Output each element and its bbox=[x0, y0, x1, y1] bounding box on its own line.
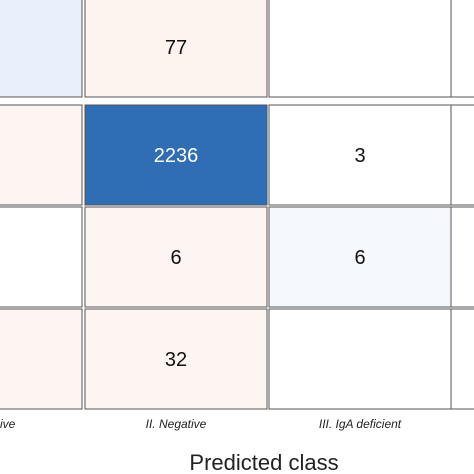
cell-value-r2-c2: 6 bbox=[354, 247, 365, 269]
matrix-cell-r2-c2 bbox=[268, 206, 452, 308]
matrix-cell-r2-c1 bbox=[84, 206, 268, 308]
matrix-cell-r3-c0 bbox=[0, 308, 83, 410]
matrix-cell-r1-c1 bbox=[84, 104, 268, 206]
matrix-cell-r0-c2 bbox=[268, 0, 452, 98]
cell-value-r0-c1: 77 bbox=[165, 37, 187, 59]
cell-value-r3-c1: 32 bbox=[165, 349, 187, 371]
matrix-cell-r3-c1 bbox=[84, 308, 268, 410]
matrix-cells: 57772236366232 bbox=[0, 0, 474, 410]
cell-value-r1-c2: 3 bbox=[354, 145, 365, 167]
matrix-cell-r3-c2 bbox=[268, 308, 452, 410]
matrix-cell-r1-c0 bbox=[0, 104, 83, 206]
x-tick-label-2: III. IgA deficient bbox=[319, 417, 402, 431]
matrix-cell-r3-c3 bbox=[450, 308, 474, 410]
matrix-cell-r2-c3 bbox=[450, 206, 474, 308]
cell-value-r1-c1: 2236 bbox=[154, 145, 199, 167]
x-tick-label-0: ive bbox=[0, 417, 16, 431]
x-tick-label-1: II. Negative bbox=[146, 417, 207, 431]
cell-value-r2-c1: 6 bbox=[170, 247, 181, 269]
matrix-cell-r2-c0 bbox=[0, 206, 83, 308]
x-tick-labels: ive II. Negative III. IgA deficient bbox=[0, 417, 402, 431]
matrix-cell-r1-c3 bbox=[450, 104, 474, 206]
x-axis-label: Predicted class bbox=[189, 450, 338, 474]
matrix-cell-r0-c1 bbox=[84, 0, 268, 98]
matrix-cell-r1-c2 bbox=[268, 104, 452, 206]
matrix-cell-r0-c3 bbox=[450, 0, 474, 98]
matrix-cell-r0-c0 bbox=[0, 0, 83, 98]
